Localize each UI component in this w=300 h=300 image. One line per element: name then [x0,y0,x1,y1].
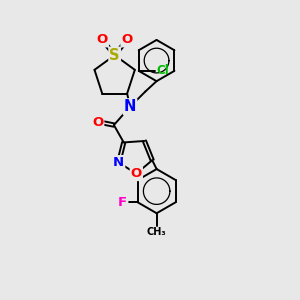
Text: O: O [122,33,133,46]
Text: O: O [97,33,108,46]
Text: O: O [131,167,142,180]
Text: O: O [92,116,103,129]
Text: CH₃: CH₃ [147,227,166,237]
Text: Cl: Cl [156,64,169,77]
Text: N: N [113,156,124,169]
Text: N: N [124,99,136,114]
Text: F: F [118,196,128,209]
Text: S: S [110,48,120,63]
